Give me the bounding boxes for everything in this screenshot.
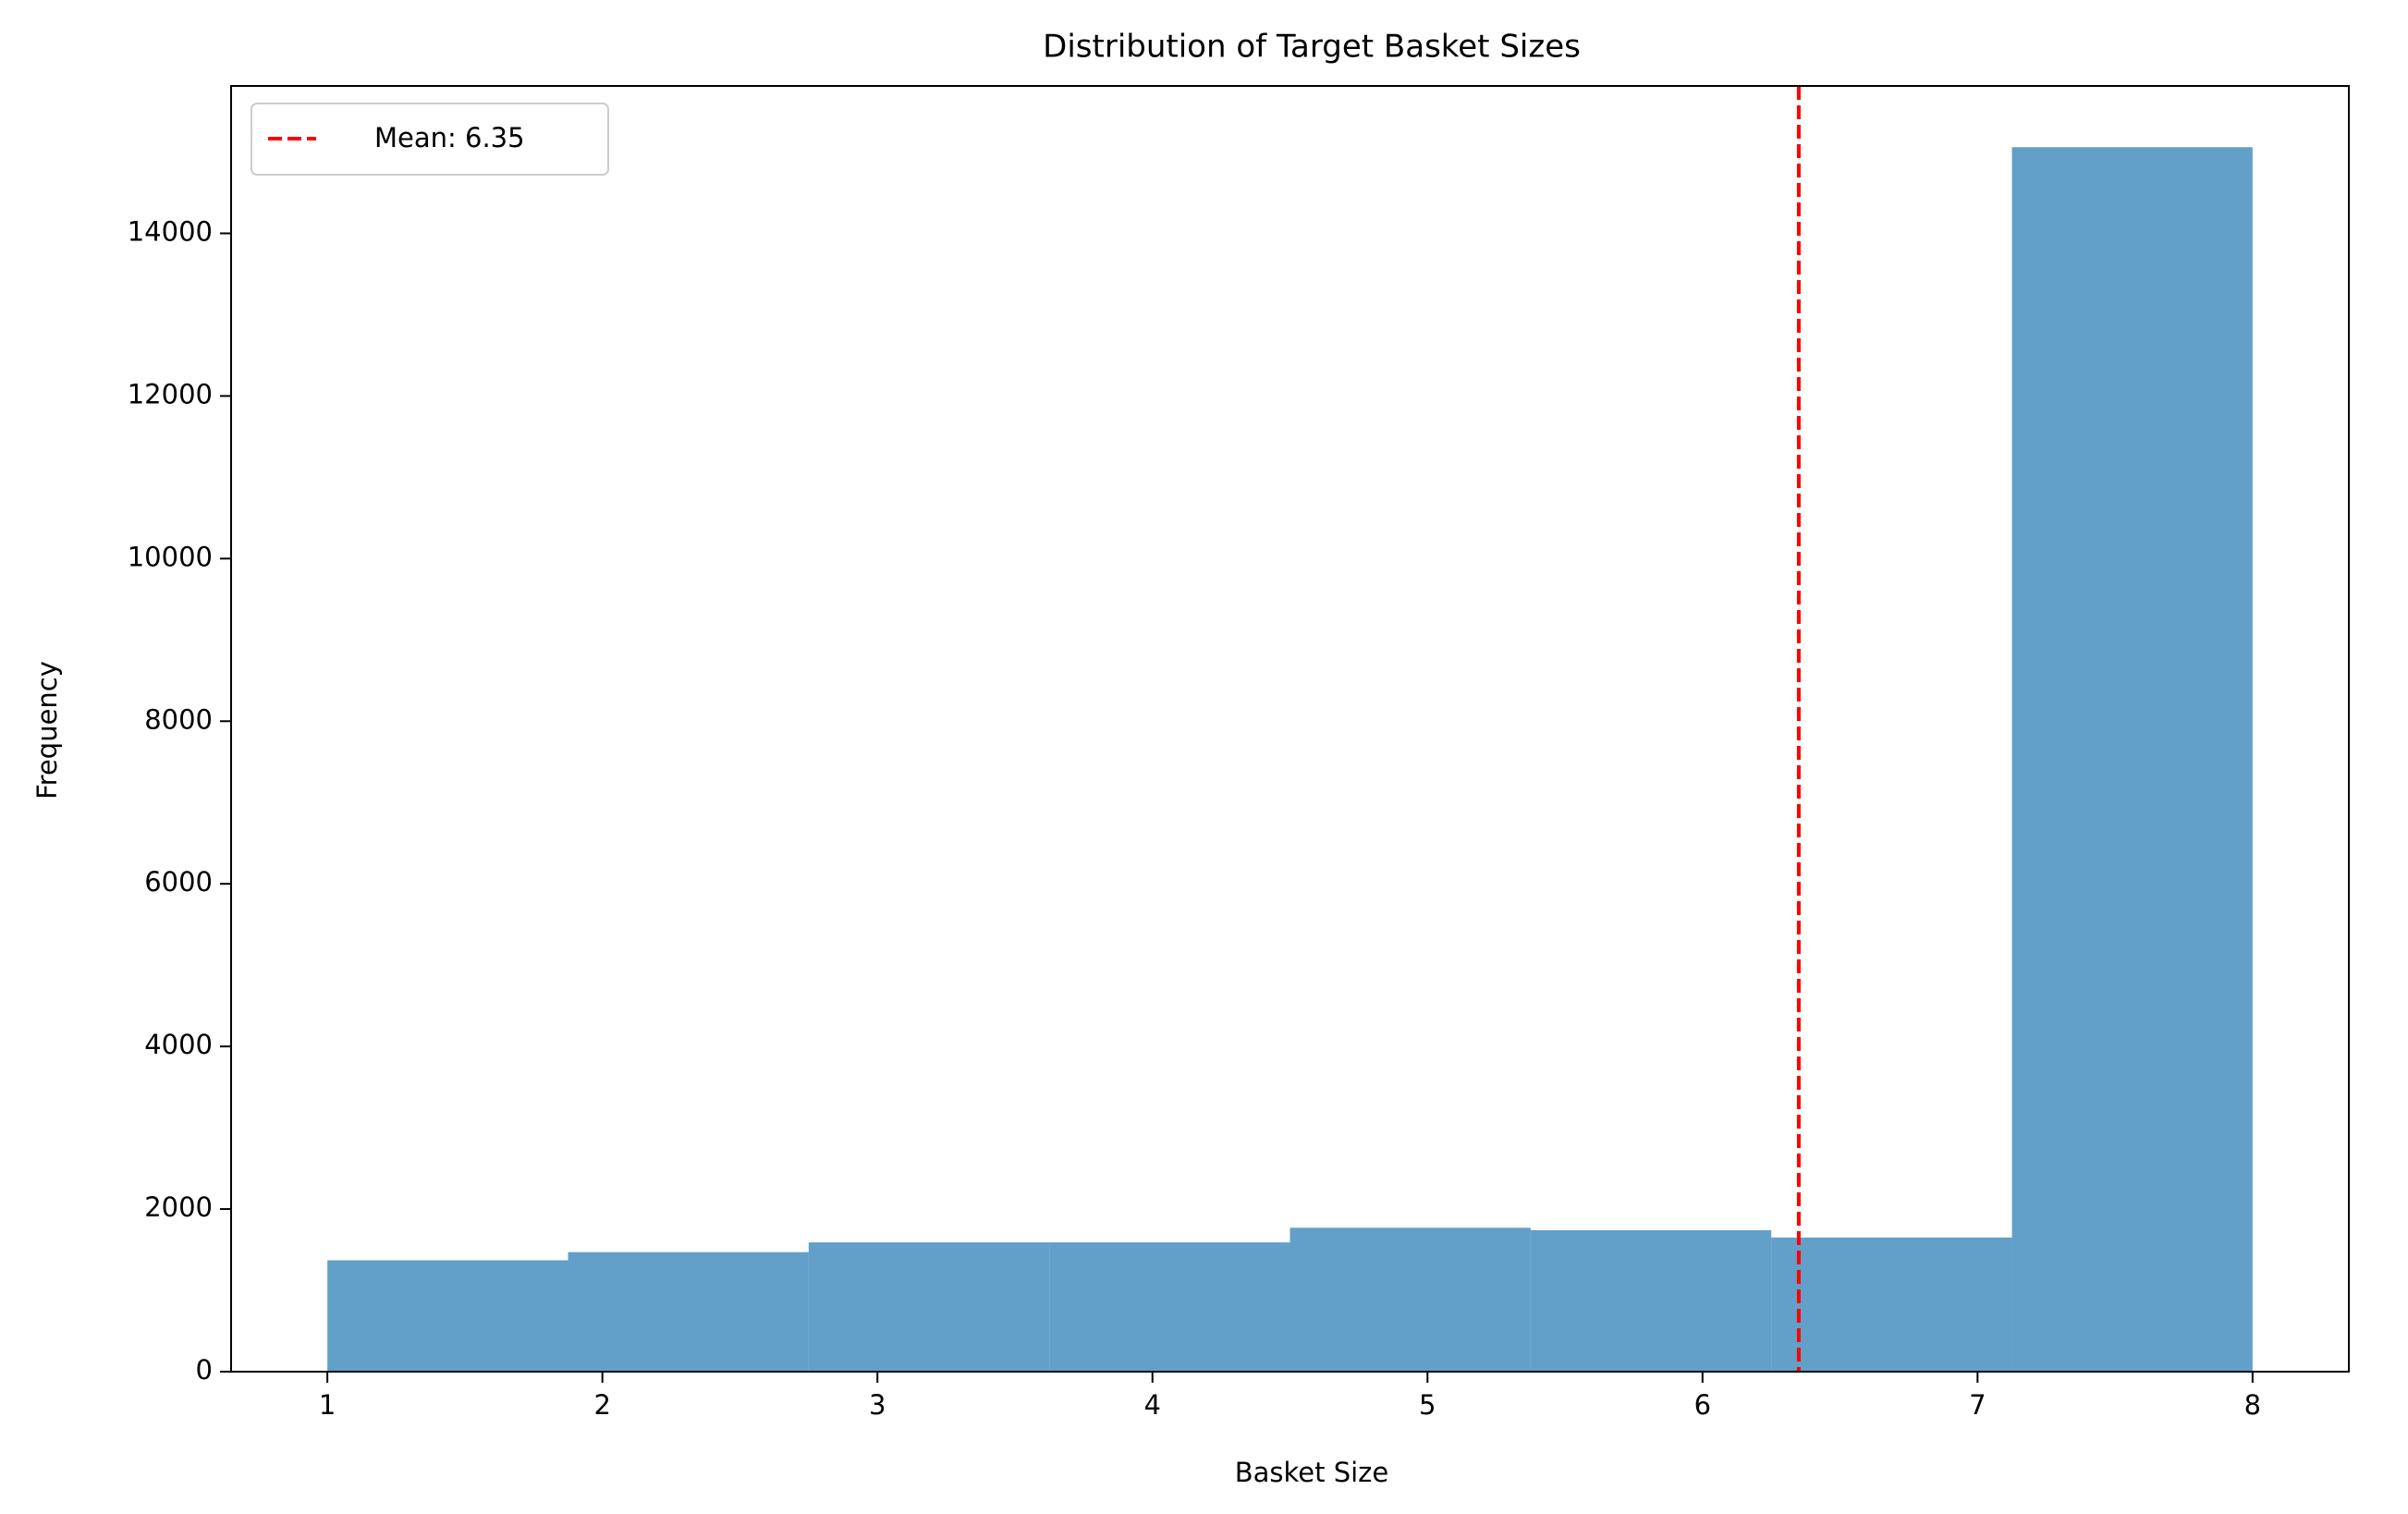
plot-frame — [230, 85, 2350, 1373]
x-tick-label: 7 — [1969, 1389, 1986, 1421]
legend-box — [251, 103, 609, 176]
y-tick-label: 4000 — [144, 1029, 213, 1060]
y-axis-label: Frequency — [31, 661, 63, 800]
x-tick-label: 2 — [593, 1389, 610, 1421]
bar — [327, 1260, 568, 1372]
y-tick-label: 2000 — [144, 1191, 213, 1223]
x-tick-label: 4 — [1144, 1389, 1161, 1421]
y-tick-label: 12000 — [128, 378, 213, 409]
x-axis-label: Basket Size — [1235, 1457, 1389, 1488]
bar — [1530, 1229, 1772, 1372]
bar — [1049, 1242, 1290, 1372]
legend-label: Mean: 6.35 — [374, 122, 525, 153]
x-tick-label: 1 — [319, 1389, 336, 1421]
y-tick-label: 0 — [196, 1354, 213, 1386]
bar — [2011, 147, 2253, 1373]
y-tick-label: 8000 — [144, 703, 213, 735]
bar — [1771, 1237, 2012, 1372]
y-tick-label: 10000 — [128, 541, 213, 572]
chart-title: Distribution of Target Basket Sizes — [1043, 29, 1581, 66]
y-tick-label: 6000 — [144, 866, 213, 897]
bar — [1290, 1227, 1531, 1372]
x-tick-label: 5 — [1419, 1389, 1436, 1421]
bar — [568, 1251, 809, 1372]
y-tick-label: 14000 — [128, 215, 213, 247]
x-tick-label: 8 — [2244, 1389, 2261, 1421]
bar — [808, 1242, 1050, 1372]
x-tick-label: 3 — [869, 1389, 886, 1421]
x-tick-label: 6 — [1694, 1389, 1711, 1421]
